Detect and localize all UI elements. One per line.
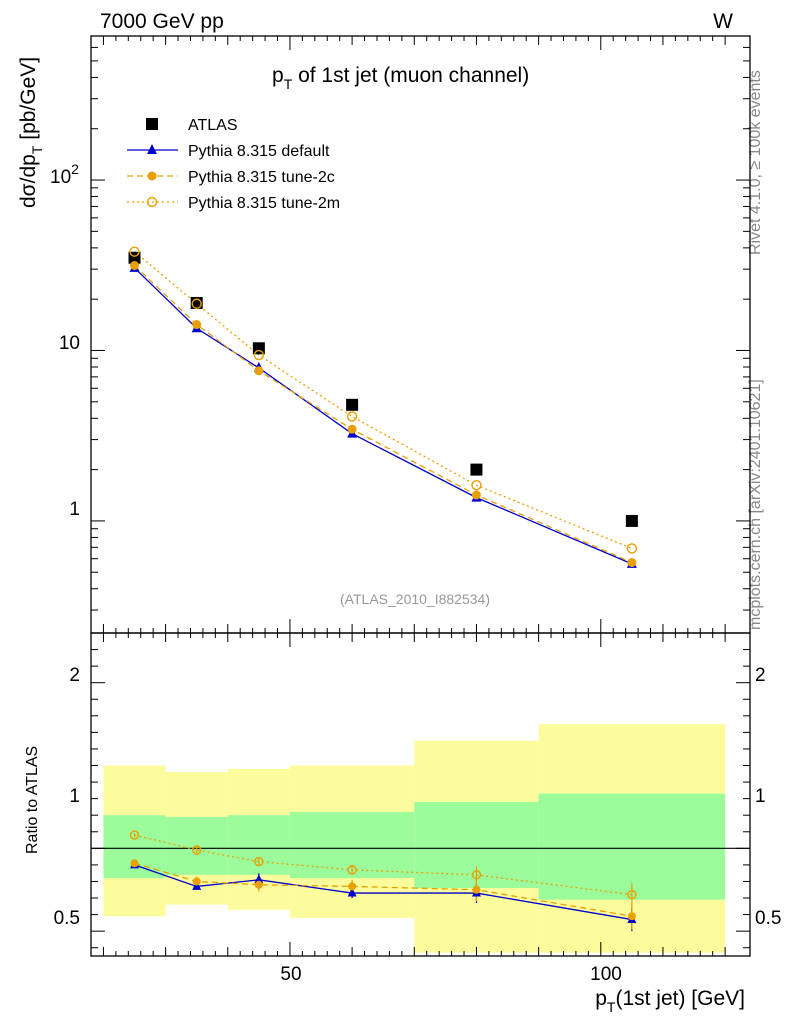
main-point-s3-5	[626, 543, 638, 554]
ratio-ytick-label-2: 2	[69, 665, 80, 686]
rivet-label: Rivet 4.1.0, ≥ 100k events	[747, 70, 764, 255]
ratio-ytick-label-0.5: 0.5	[54, 908, 80, 929]
ratio-line-series-1	[134, 862, 632, 917]
main-point-s3-4	[471, 480, 482, 491]
legend-label-0: ATLAS	[188, 117, 238, 134]
band-inner-0	[103, 815, 166, 879]
ratio-y-axis-label: Ratio to ATLAS	[24, 746, 41, 854]
main-point-s3-0	[129, 246, 140, 257]
xlabel-main: p	[595, 987, 607, 1010]
band-inner-5	[538, 793, 726, 900]
legend-marker-0	[146, 118, 158, 130]
legend-marker-2	[147, 171, 157, 181]
ratio-ytick-label-right-0.5: 0.5	[755, 908, 781, 929]
ytick-label-1: 1	[69, 499, 80, 520]
ratio-point-s0-3	[347, 887, 357, 897]
main-point-s0-5	[625, 514, 638, 527]
main-point-s2-4	[471, 490, 481, 500]
main-point-s2-3	[347, 424, 357, 434]
main-point-s2-1	[192, 320, 202, 330]
main-line-series-1	[134, 267, 633, 565]
mcplots-label: mcplots.cern.ch [arXiv:2401.10621]	[747, 379, 764, 630]
title-main: p	[272, 64, 284, 87]
ratio-point-s1-5	[627, 912, 636, 921]
main-line-series-3	[134, 251, 633, 549]
ratio-ytick-label-right-1: 1	[755, 786, 766, 807]
main-point-s2-5	[627, 558, 637, 568]
ratio-point-s2-4	[471, 870, 482, 880]
ratio-point-s2-5	[627, 890, 637, 900]
ratio-line-series-2	[134, 834, 632, 896]
ratio-point-s1-2	[254, 880, 263, 889]
title-sub: T	[284, 76, 293, 92]
ytick-label-100: 102	[50, 161, 79, 188]
main-point-s3-1	[191, 298, 202, 309]
ratio-ytick-label-1: 1	[69, 786, 80, 807]
main-point-s0-4	[470, 463, 483, 476]
main-point-s3-3	[346, 411, 358, 422]
xlabel-sub: T	[607, 999, 616, 1015]
main-line-series-2	[134, 265, 633, 564]
ratio-line-series-0	[134, 864, 632, 921]
xtick-label-50: 50	[280, 964, 301, 985]
main-y-axis-label: dσ/dpT [pb/GeV]	[17, 57, 45, 208]
ratio-uncertainty-bands	[91, 724, 750, 953]
axis-ticks	[91, 35, 750, 956]
main-point-s2-2	[254, 366, 264, 376]
legend: ATLAS Pythia 8.315 default Pythia 8.315 tu…	[127, 117, 340, 212]
ylabel-rest: [pb/GeV]	[17, 57, 40, 146]
x-axis-label: pT(1st jet) [GeV]	[595, 987, 745, 1015]
ratio-point-s1-0	[130, 859, 139, 868]
legend-label-3: Pythia 8.315 tune-2m	[188, 195, 340, 212]
ylabel-sub: T	[29, 145, 45, 154]
ratio-point-s2-2	[254, 856, 264, 867]
analysis-id-label: (ATLAS_2010_I882534)	[340, 591, 490, 607]
main-point-s0-3	[346, 398, 359, 411]
ratio-panel-frame	[90, 632, 751, 957]
legend-label-1: Pythia 8.315 default	[188, 143, 330, 160]
legend-label-2: Pythia 8.315 tune-2c	[188, 169, 335, 186]
ratio-ytick-label-right-2: 2	[755, 665, 766, 686]
ratio-point-s0-2	[254, 874, 264, 884]
main-point-s3-2	[253, 349, 265, 361]
ratio-point-s1-1	[192, 877, 201, 886]
ratio-point-s1-3	[348, 882, 357, 891]
legend-marker-3	[146, 196, 158, 208]
ratio-point-s2-0	[129, 830, 140, 840]
ylabel-main: dσ/dp	[17, 154, 40, 208]
plot-title: pT of 1st jet (muon channel)	[272, 64, 529, 92]
ratio-panel-series	[129, 830, 637, 932]
ratio-point-s1-4	[472, 885, 481, 894]
xlabel-rest: (1st jet) [GeV]	[615, 987, 745, 1010]
title-rest: of 1st jet (muon channel)	[292, 64, 529, 87]
legend-marker-1	[147, 144, 157, 154]
collision-energy-label: 7000 GeV pp	[100, 10, 224, 33]
xtick-label-100: 100	[590, 964, 622, 985]
main-panel-series	[128, 246, 638, 568]
main-point-s2-0	[130, 261, 140, 271]
process-label: W	[713, 10, 733, 33]
ratio-point-s2-3	[347, 865, 357, 875]
ytick-label-10: 10	[59, 333, 80, 354]
ratio-point-s2-1	[191, 845, 202, 855]
main-point-s0-0	[128, 251, 141, 264]
